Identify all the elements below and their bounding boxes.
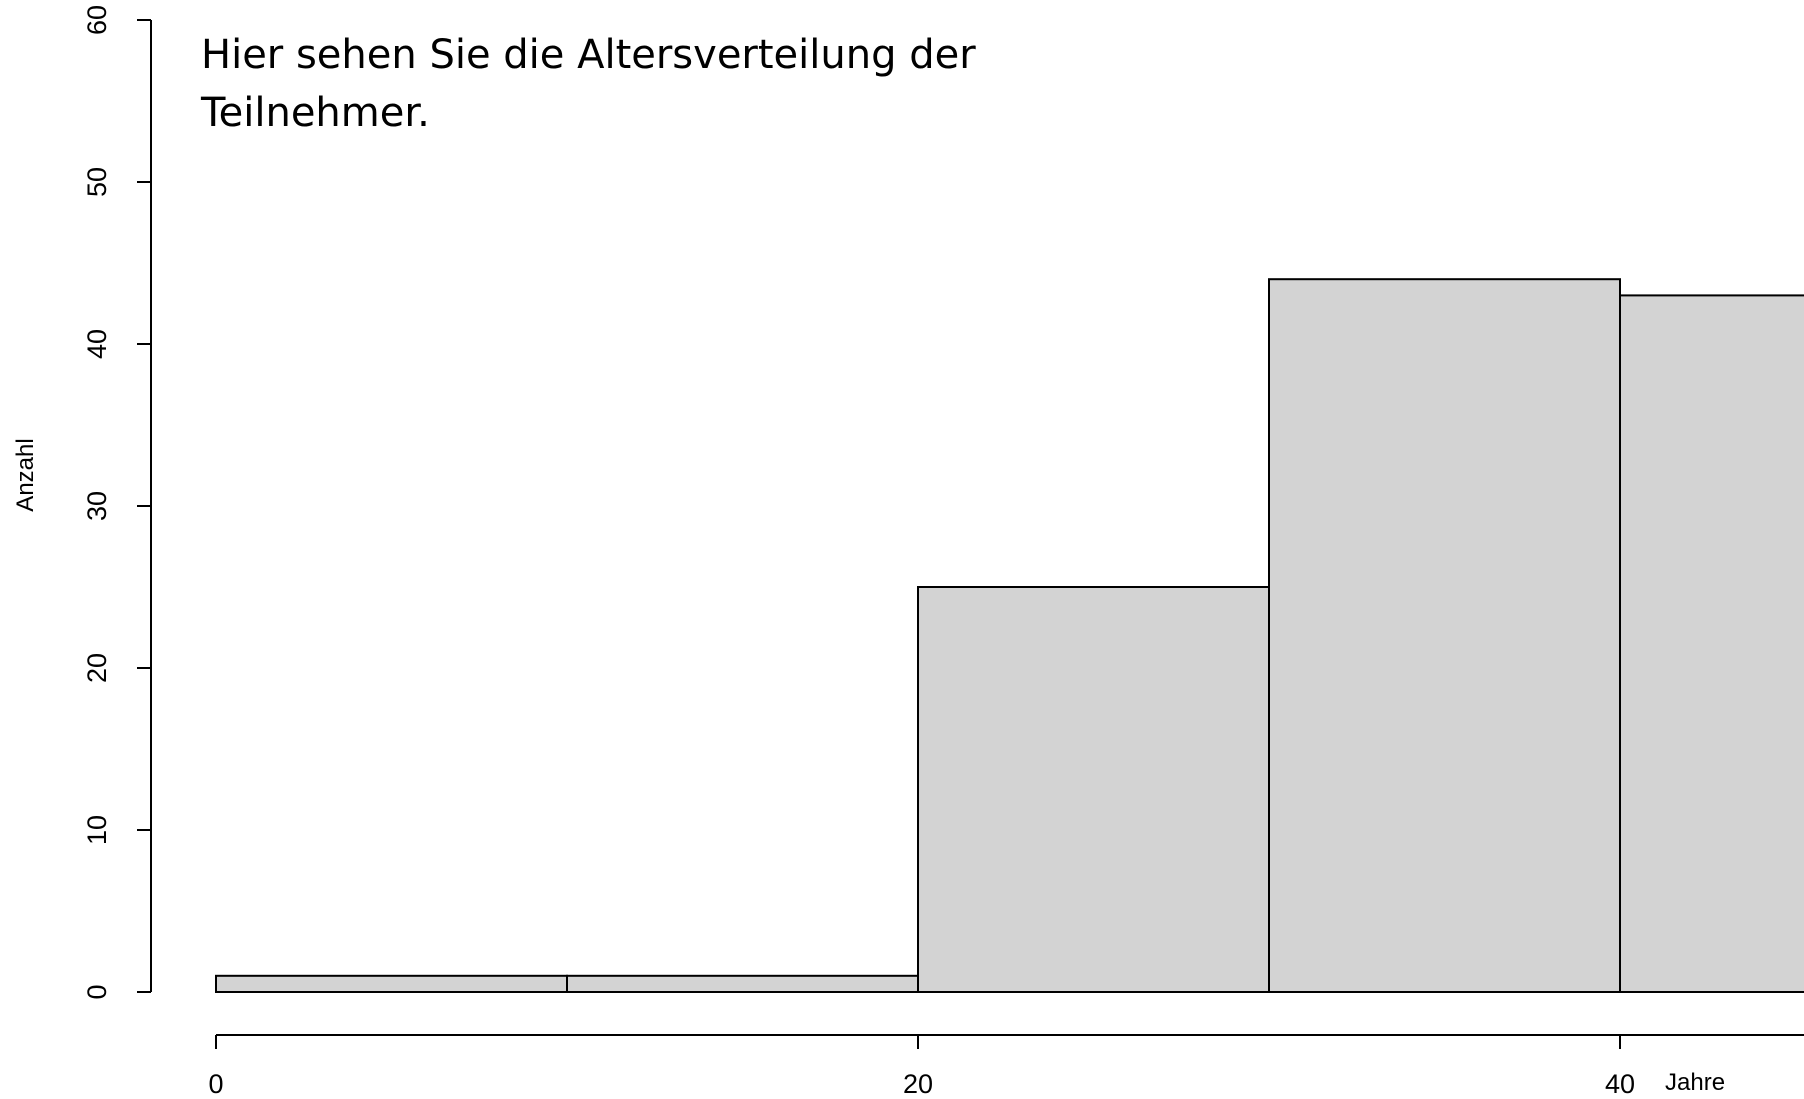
histogram-bar <box>917 586 1270 993</box>
y-tick-label: 50 <box>82 167 112 197</box>
histogram-bar <box>1268 278 1621 993</box>
y-tick-label: 30 <box>82 491 112 521</box>
y-axis: 0 10 20 30 40 50 60 <box>82 5 152 1000</box>
histogram-bar <box>1619 294 1804 993</box>
y-axis-title: Anzahl <box>12 438 39 511</box>
y-tick-label: 60 <box>82 5 112 35</box>
annotation-line-1: Hier sehen Sie die Altersverteilung der <box>201 32 976 78</box>
y-tick-label: 40 <box>82 329 112 359</box>
x-tick-label: 20 <box>903 1069 933 1099</box>
x-tick-label: 0 <box>208 1069 223 1099</box>
x-tick-label: 40 <box>1605 1069 1635 1099</box>
x-axis: 020406080 <box>208 1034 1804 1099</box>
annotation-line-2: Teilnehmer. <box>200 90 430 136</box>
histogram-bar <box>215 974 568 993</box>
y-tick-label: 10 <box>82 815 112 845</box>
histogram-bar <box>566 974 919 993</box>
y-tick-label: 0 <box>82 984 112 999</box>
y-tick-label: 20 <box>82 653 112 683</box>
x-axis-title: Jahre <box>1665 1069 1725 1096</box>
bars-group <box>215 278 1804 993</box>
